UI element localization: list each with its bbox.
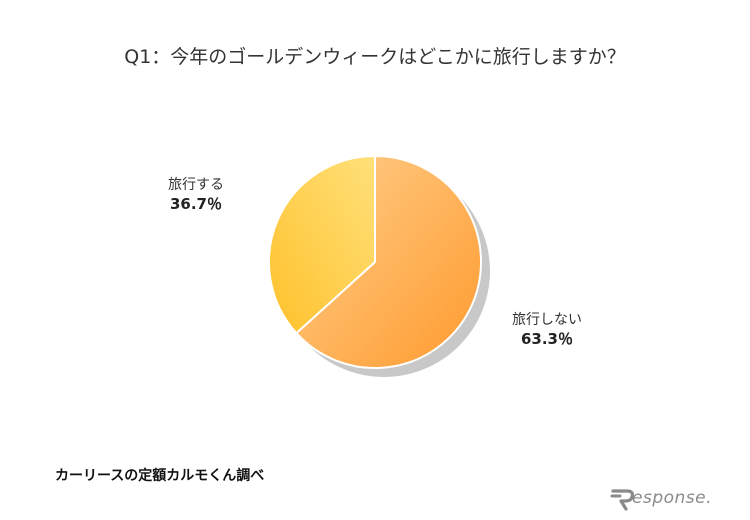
slice-label-travel: 旅行する 36.7％ — [168, 177, 224, 213]
slice-label-no-travel: 旅行しない 63.3％ — [512, 312, 582, 348]
pie-slice-no-travel — [295, 155, 482, 369]
slice-label-travel-name: 旅行する — [168, 177, 224, 193]
slice-label-travel-value: 36.7％ — [169, 194, 222, 213]
chart-title: Q1：今年のゴールデンウィークはどこかに旅行しますか？ — [124, 46, 626, 68]
watermark: esponse. — [610, 486, 745, 514]
pie-slice-travel — [268, 155, 376, 335]
slice-label-no-travel-name: 旅行しない — [512, 312, 582, 328]
watermark-text: esponse. — [632, 488, 713, 508]
slice-label-no-travel-value: 63.3％ — [520, 329, 573, 348]
source-note: カーリースの定額カルモくん調べ — [55, 468, 265, 484]
response-logo-icon — [610, 489, 635, 511]
